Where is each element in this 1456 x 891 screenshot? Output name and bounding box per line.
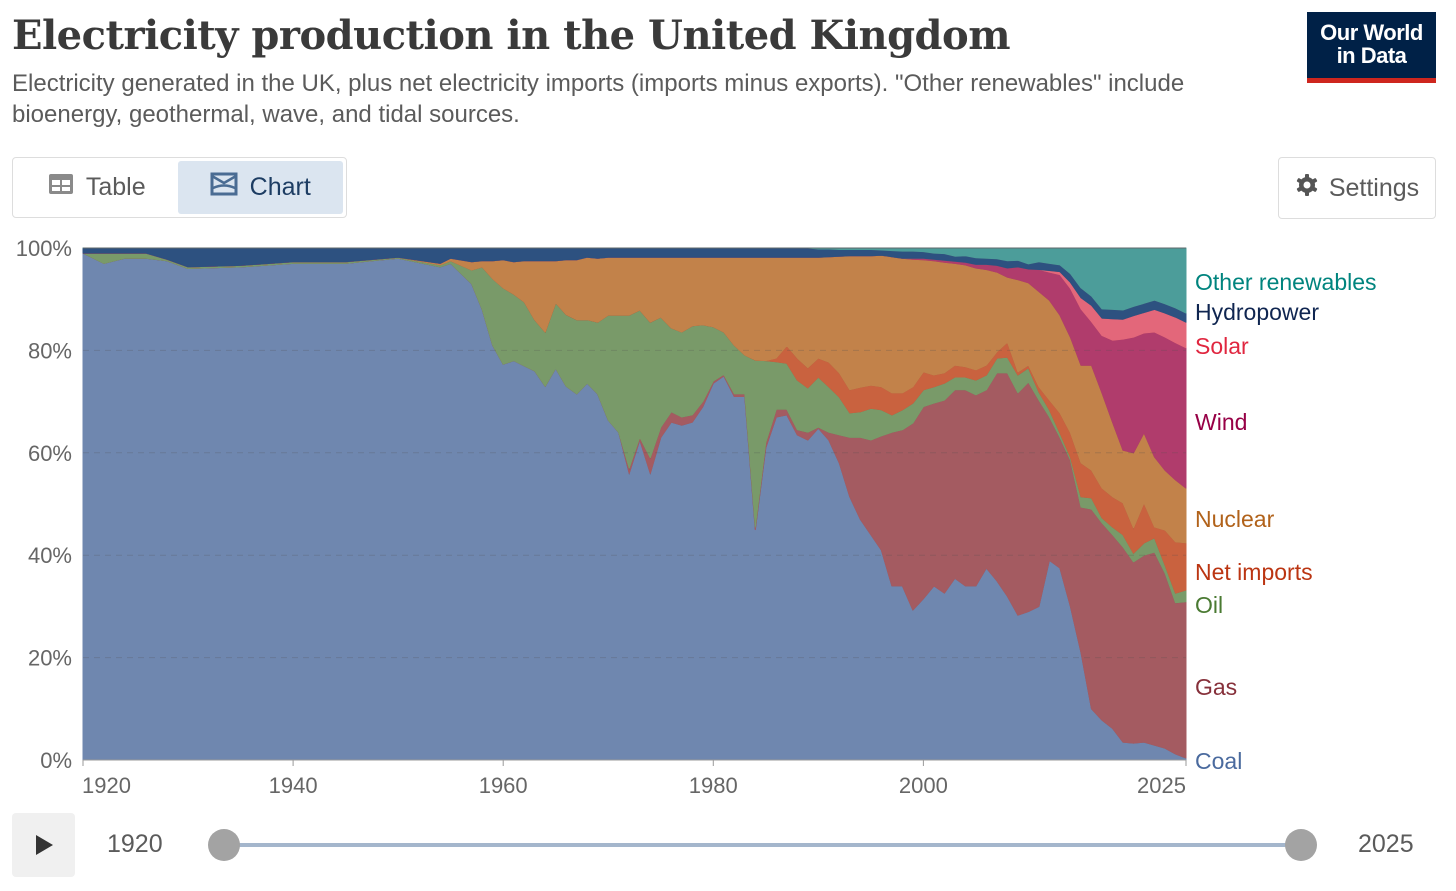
gear-icon bbox=[1295, 173, 1319, 204]
x-tick-label: 2000 bbox=[899, 773, 948, 798]
legend-label-oil[interactable]: Oil bbox=[1195, 592, 1223, 618]
view-tabs: Table Chart bbox=[12, 157, 347, 218]
settings-label: Settings bbox=[1328, 173, 1420, 202]
legend-label-nuclear[interactable]: Nuclear bbox=[1195, 506, 1275, 532]
logo-line-1: Our World bbox=[1320, 20, 1423, 45]
y-tick-label: 80% bbox=[28, 338, 72, 363]
legend-label-hydropower[interactable]: Hydropower bbox=[1195, 299, 1319, 325]
tab-table-label: Table bbox=[85, 173, 146, 201]
legend-label-other-renewables[interactable]: Other renewables bbox=[1195, 269, 1377, 295]
tab-chart[interactable]: Chart bbox=[177, 161, 343, 214]
series-labels: Coal Gas Oil Net imports Nuclear Wind Solar Hyd… bbox=[1195, 269, 1377, 774]
x-tick-label: 2025 bbox=[1137, 773, 1186, 798]
y-tick-label: 0% bbox=[40, 748, 72, 773]
chart-icon bbox=[210, 172, 238, 203]
y-axis-ticks: 0% 20% 40% 60% 80% 100% bbox=[16, 236, 72, 773]
timeline-track[interactable] bbox=[224, 843, 1301, 847]
table-icon bbox=[48, 173, 74, 202]
timeline-start-handle[interactable] bbox=[208, 829, 240, 861]
timeline-end-label: 2025 bbox=[1358, 830, 1414, 858]
y-tick-label: 100% bbox=[16, 236, 72, 261]
owid-logo[interactable]: Our World in Data bbox=[1307, 12, 1436, 83]
timeline-start-label: 1920 bbox=[107, 830, 163, 858]
legend-label-net-imports[interactable]: Net imports bbox=[1195, 559, 1313, 585]
tab-table[interactable]: Table bbox=[16, 161, 178, 214]
x-tick-label: 1920 bbox=[82, 773, 131, 798]
legend-label-wind[interactable]: Wind bbox=[1195, 409, 1247, 435]
timeline-end-handle[interactable] bbox=[1285, 829, 1317, 861]
x-tick-label: 1960 bbox=[479, 773, 528, 798]
settings-button[interactable]: Settings bbox=[1278, 157, 1436, 219]
tab-chart-label: Chart bbox=[249, 173, 311, 201]
grid-lines bbox=[83, 349, 1186, 761]
y-tick-label: 20% bbox=[28, 646, 72, 671]
chart-title: Electricity production in the United Kin… bbox=[12, 12, 1011, 59]
play-icon bbox=[35, 835, 53, 855]
y-tick-label: 60% bbox=[28, 441, 72, 466]
legend-label-gas[interactable]: Gas bbox=[1195, 674, 1237, 700]
area-layers bbox=[82, 247, 1187, 761]
area-other-renewables[interactable] bbox=[82, 247, 1187, 314]
legend-label-solar[interactable]: Solar bbox=[1195, 333, 1249, 359]
legend-label-coal[interactable]: Coal bbox=[1195, 748, 1242, 774]
logo-line-2: in Data bbox=[1336, 43, 1407, 68]
x-tick-label: 1940 bbox=[269, 773, 318, 798]
x-tick-label: 1980 bbox=[689, 773, 738, 798]
y-tick-label: 40% bbox=[28, 543, 72, 568]
x-axis-ticks: 1920 1940 1960 1980 2000 2025 bbox=[82, 760, 1187, 798]
chart-subtitle: Electricity generated in the UK, plus ne… bbox=[12, 70, 1185, 128]
play-button[interactable] bbox=[12, 813, 75, 877]
